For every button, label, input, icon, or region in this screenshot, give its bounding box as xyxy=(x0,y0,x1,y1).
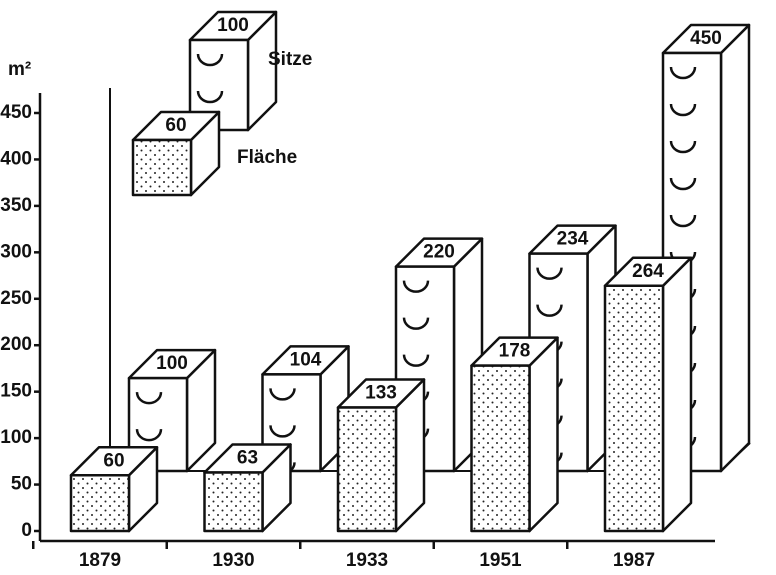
seat-icon xyxy=(135,391,163,405)
seat-icon xyxy=(135,428,163,442)
value-label: 100 xyxy=(156,353,188,374)
seat-icon xyxy=(402,317,430,330)
seat-icon xyxy=(669,214,697,228)
bar-flaeche-side xyxy=(528,336,559,533)
bar-flaeche xyxy=(603,284,665,533)
x-tick-label: 1930 xyxy=(212,550,254,571)
y-tick-label: 400 xyxy=(0,148,32,169)
value-label: 178 xyxy=(499,341,531,362)
bar-flaeche xyxy=(69,474,131,533)
seat-icon xyxy=(402,354,430,367)
seat-icon xyxy=(402,280,430,293)
legend-box xyxy=(131,138,193,197)
value-label: 133 xyxy=(365,382,397,403)
value-label: 220 xyxy=(423,242,455,263)
y-axis-label: m² xyxy=(8,59,31,80)
bar-flaeche-side xyxy=(661,256,693,533)
value-label: 104 xyxy=(290,349,322,370)
value-label: 60 xyxy=(103,450,124,471)
value-label: 63 xyxy=(237,447,258,468)
seat-icon xyxy=(269,425,296,438)
legend-label: Fläche xyxy=(237,147,297,168)
seat-icon xyxy=(196,90,224,104)
value-label: 60 xyxy=(165,115,186,136)
y-tick-label: 300 xyxy=(0,241,32,262)
seat-icon xyxy=(536,304,563,317)
bar-sitze-side xyxy=(719,23,751,473)
y-tick-label: 100 xyxy=(0,427,32,448)
seat-icon xyxy=(536,267,563,280)
y-tick-label: 200 xyxy=(0,334,32,355)
seat-icon xyxy=(669,66,697,80)
value-label: 450 xyxy=(690,28,722,49)
value-label: 100 xyxy=(217,15,249,36)
y-tick-label: 50 xyxy=(11,474,32,495)
y-tick-label: 150 xyxy=(0,381,32,402)
seat-icon xyxy=(196,53,224,67)
bar-flaeche xyxy=(336,406,398,533)
value-label: 264 xyxy=(632,261,664,282)
seat-icon xyxy=(669,177,697,191)
bar-flaeche xyxy=(203,471,264,533)
x-tick-label: 1933 xyxy=(346,550,388,571)
seat-icon xyxy=(669,103,697,117)
y-tick-label: 250 xyxy=(0,288,32,309)
seat-icon xyxy=(269,388,296,401)
x-tick-label: 1879 xyxy=(79,550,121,571)
bar-flaeche xyxy=(470,364,531,533)
seat-icon xyxy=(669,140,697,154)
y-tick-label: 450 xyxy=(0,102,32,123)
value-label: 234 xyxy=(557,229,589,250)
y-tick-label: 0 xyxy=(21,520,32,541)
legend-label: Sitze xyxy=(268,49,312,70)
x-tick-label: 1987 xyxy=(613,550,655,571)
x-tick-label: 1951 xyxy=(479,550,522,571)
y-tick-label: 350 xyxy=(0,195,32,216)
